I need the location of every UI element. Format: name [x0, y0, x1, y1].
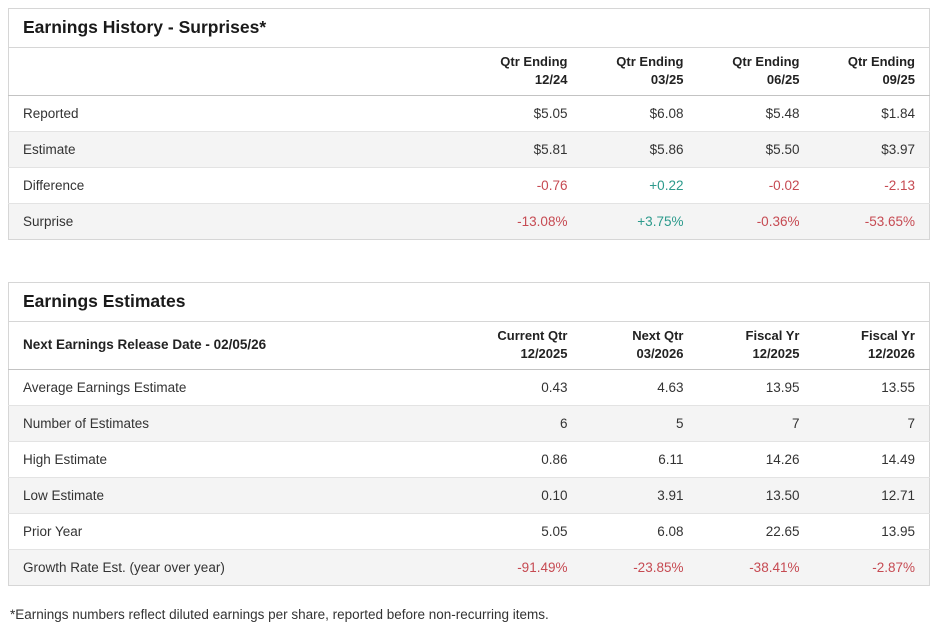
row-label: Number of Estimates: [8, 405, 466, 443]
table-title-row: Earnings History - Surprises*: [8, 8, 930, 48]
cell-value-negative: -13.08%: [465, 203, 582, 240]
estimates-table-title: Earnings Estimates: [8, 282, 930, 323]
cell-value-negative: -0.76: [465, 167, 582, 205]
table-row-high-estimate: High Estimate 0.86 6.11 14.26 14.49: [8, 441, 930, 479]
column-header-next-qtr: Next Qtr 03/2026: [581, 321, 698, 371]
row-label: Growth Rate Est. (year over year): [8, 549, 466, 586]
cell-value: $6.08: [581, 95, 698, 133]
table-title-row: Earnings Estimates: [8, 282, 930, 323]
cell-value: 13.55: [813, 369, 930, 407]
table-gap: [8, 240, 930, 282]
row-label: High Estimate: [8, 441, 466, 479]
earnings-estimates-table: Earnings Estimates Next Earnings Release…: [8, 282, 930, 587]
cell-value-negative: -2.13: [813, 167, 930, 205]
table-row-surprise: Surprise -13.08% +3.75% -0.36% -53.65%: [8, 203, 930, 240]
surprises-table-title: Earnings History - Surprises*: [8, 8, 930, 48]
row-label: Low Estimate: [8, 477, 466, 515]
table-row-reported: Reported $5.05 $6.08 $5.48 $1.84: [8, 95, 930, 133]
column-header-empty: [8, 47, 466, 97]
row-label: Average Earnings Estimate: [8, 369, 466, 407]
cell-value: $1.84: [813, 95, 930, 133]
cell-value-negative: -91.49%: [465, 549, 582, 586]
cell-value-negative: -38.41%: [697, 549, 814, 586]
cell-value: $5.50: [697, 131, 814, 169]
table-row-average-earnings-estimate: Average Earnings Estimate 0.43 4.63 13.9…: [8, 369, 930, 407]
column-header-qtr-1224: Qtr Ending 12/24: [465, 47, 582, 97]
table-row-low-estimate: Low Estimate 0.10 3.91 13.50 12.71: [8, 477, 930, 515]
cell-value: 6.11: [581, 441, 698, 479]
cell-value: 3.91: [581, 477, 698, 515]
cell-value: 0.86: [465, 441, 582, 479]
cell-value: $5.86: [581, 131, 698, 169]
cell-value: 14.26: [697, 441, 814, 479]
cell-value: 6.08: [581, 513, 698, 551]
table-row-difference: Difference -0.76 +0.22 -0.02 -2.13: [8, 167, 930, 205]
row-label: Surprise: [8, 203, 466, 240]
cell-value: 0.10: [465, 477, 582, 515]
next-earnings-release-date: Next Earnings Release Date - 02/05/26: [8, 321, 466, 371]
earnings-history-surprises-table: Earnings History - Surprises* Qtr Ending…: [8, 8, 930, 241]
cell-value: 13.50: [697, 477, 814, 515]
cell-value-negative: -2.87%: [813, 549, 930, 586]
table-row-prior-year: Prior Year 5.05 6.08 22.65 13.95: [8, 513, 930, 551]
cell-value: $5.48: [697, 95, 814, 133]
cell-value: 6: [465, 405, 582, 443]
cell-value: 13.95: [697, 369, 814, 407]
cell-value: $5.05: [465, 95, 582, 133]
cell-value: $3.97: [813, 131, 930, 169]
column-header-fiscal-yr-2026: Fiscal Yr 12/2026: [813, 321, 930, 371]
cell-value: $5.81: [465, 131, 582, 169]
column-header-fiscal-yr-2025: Fiscal Yr 12/2025: [697, 321, 814, 371]
row-label: Estimate: [8, 131, 466, 169]
cell-value-positive: +3.75%: [581, 203, 698, 240]
cell-value: 13.95: [813, 513, 930, 551]
cell-value: 5: [581, 405, 698, 443]
cell-value: 5.05: [465, 513, 582, 551]
column-header-row: Next Earnings Release Date - 02/05/26 Cu…: [8, 321, 930, 371]
cell-value: 7: [813, 405, 930, 443]
column-header-qtr-0625: Qtr Ending 06/25: [697, 47, 814, 97]
table-row-estimate: Estimate $5.81 $5.86 $5.50 $3.97: [8, 131, 930, 169]
cell-value-negative: -0.36%: [697, 203, 814, 240]
cell-value-negative: -53.65%: [813, 203, 930, 240]
table-row-growth-rate-est: Growth Rate Est. (year over year) -91.49…: [8, 549, 930, 586]
table-row-number-of-estimates: Number of Estimates 6 5 7 7: [8, 405, 930, 443]
row-label: Difference: [8, 167, 466, 205]
cell-value-negative: -23.85%: [581, 549, 698, 586]
cell-value: 22.65: [697, 513, 814, 551]
cell-value: 14.49: [813, 441, 930, 479]
cell-value: 7: [697, 405, 814, 443]
cell-value: 4.63: [581, 369, 698, 407]
cell-value: 12.71: [813, 477, 930, 515]
column-header-qtr-0925: Qtr Ending 09/25: [813, 47, 930, 97]
cell-value: 0.43: [465, 369, 582, 407]
column-header-row: Qtr Ending 12/24 Qtr Ending 03/25 Qtr Endi…: [8, 47, 930, 97]
cell-value-positive: +0.22: [581, 167, 698, 205]
row-label: Prior Year: [8, 513, 466, 551]
column-header-current-qtr: Current Qtr 12/2025: [465, 321, 582, 371]
column-header-qtr-0325: Qtr Ending 03/25: [581, 47, 698, 97]
cell-value-negative: -0.02: [697, 167, 814, 205]
row-label: Reported: [8, 95, 466, 133]
